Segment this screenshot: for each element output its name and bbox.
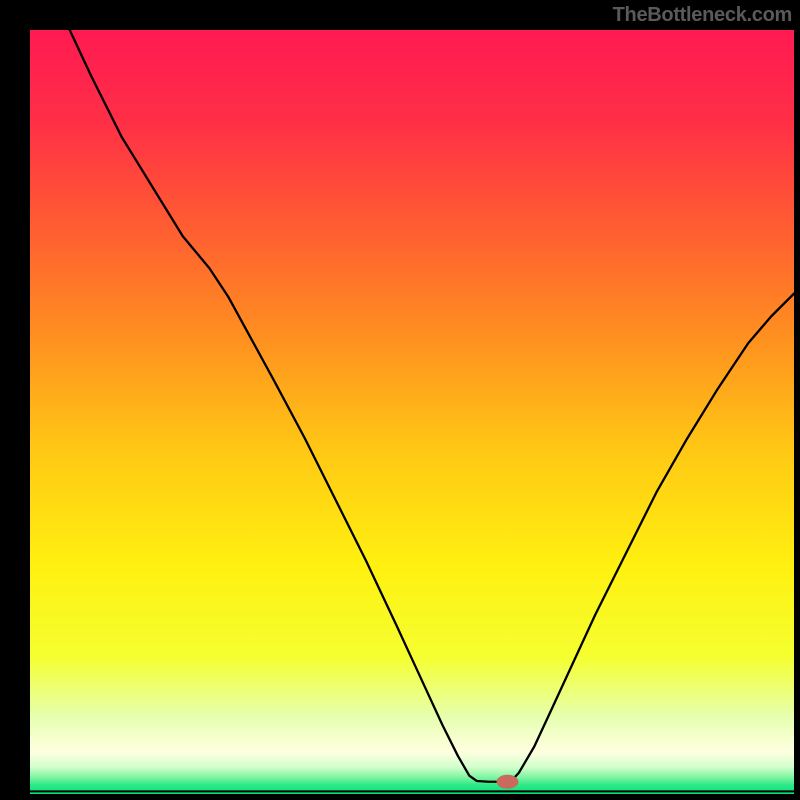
bottleneck-curve xyxy=(70,30,794,782)
chart-overlay xyxy=(30,30,794,794)
figure-container: TheBottleneck.com xyxy=(0,0,800,800)
optimum-marker xyxy=(497,775,519,789)
plot-area xyxy=(30,30,794,794)
attribution-text: TheBottleneck.com xyxy=(613,4,792,27)
